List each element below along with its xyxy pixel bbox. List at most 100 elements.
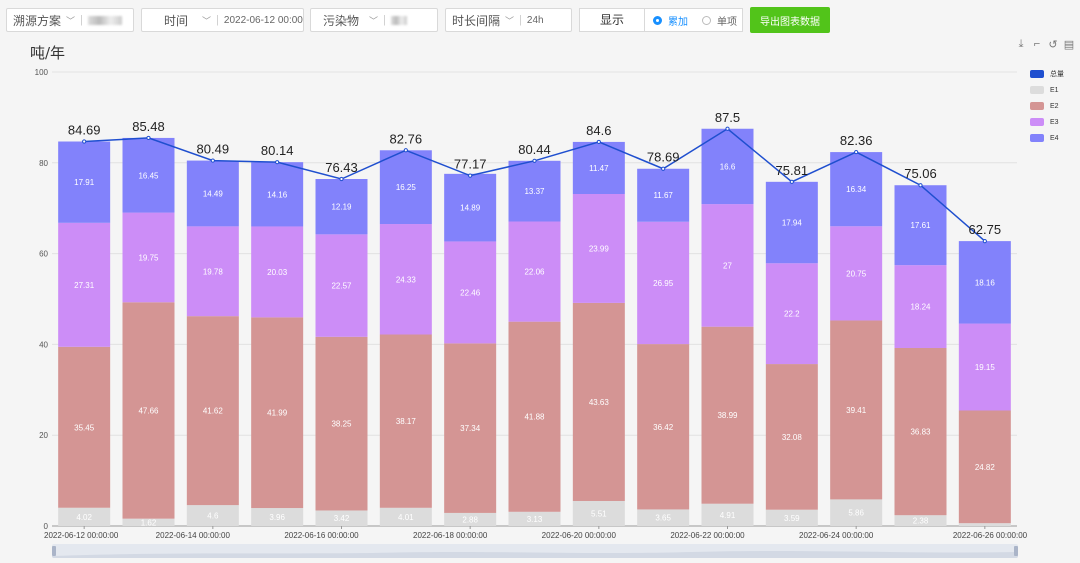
x-tick-label: 2022-06-12 00:00:00: [44, 531, 119, 540]
restore-icon[interactable]: ↺: [1048, 39, 1058, 51]
bar-e2: [637, 344, 690, 510]
total-label: 75.06: [904, 166, 937, 181]
legend-item-e1[interactable]: E1: [1030, 82, 1064, 98]
legend-item-e2[interactable]: E2: [1030, 98, 1064, 114]
bar-e4: [444, 173, 497, 242]
total-point: [661, 166, 666, 171]
total-point: [403, 148, 408, 153]
total-point: [210, 158, 215, 163]
toolbar: 溯源方案 ﹀ | 时间 ﹀ | 2022-06-12 00:00 污染物 ﹀ | …: [0, 0, 1080, 40]
bar-e4: [315, 179, 368, 235]
redacted-value: [390, 15, 407, 25]
bar-e2: [379, 334, 432, 508]
data-label-e2: 32.08: [782, 433, 803, 442]
total-point: [275, 160, 280, 165]
data-label-e3: 22.57: [331, 282, 352, 291]
data-label-e4: 16.34: [846, 185, 867, 194]
data-label-e4: 17.91: [74, 178, 95, 187]
source-plan-label: 溯源方案: [13, 13, 62, 28]
total-label: 80.44: [518, 142, 551, 157]
bar-e1: [894, 515, 947, 526]
bar-e3: [444, 241, 497, 344]
y-tick-label: 0: [44, 522, 49, 531]
export-chart-data-button[interactable]: 导出图表数据: [750, 7, 830, 33]
time-select[interactable]: 时间 ﹀ | 2022-06-12 00:00: [141, 8, 304, 32]
bar-e3: [701, 204, 754, 327]
data-label-e1: 3.13: [527, 515, 543, 524]
bar-e1: [637, 509, 690, 526]
data-label-e1: 3.42: [334, 514, 350, 523]
data-label-e2: 36.83: [910, 428, 931, 437]
zoom-handle-left[interactable]: [52, 546, 56, 556]
pollutant-select[interactable]: 污染物 ﹀ |: [310, 8, 438, 32]
bar-e3: [958, 323, 1011, 411]
bar-e1: [508, 511, 561, 526]
interval-select[interactable]: 时长间隔 ﹀ | 24h: [445, 8, 572, 32]
time-value: 2022-06-12 00:00: [223, 14, 303, 26]
y-tick-label: 40: [39, 340, 48, 349]
data-label-e4: 14.16: [267, 190, 288, 199]
download-icon[interactable]: ⤓: [1018, 38, 1024, 50]
single-radio[interactable]: 单项: [702, 13, 737, 28]
total-label: 85.48: [132, 119, 165, 134]
data-label-e4: 16.6: [720, 162, 736, 171]
data-label-e4: 14.89: [460, 204, 481, 213]
total-point: [532, 158, 537, 163]
data-label-e1: 4.6: [207, 512, 219, 521]
data-label-e3: 22.06: [524, 268, 545, 277]
crop-icon[interactable]: ⌐: [1033, 38, 1041, 50]
total-point: [596, 139, 601, 145]
total-point: [854, 149, 859, 155]
bar-e2: [765, 364, 818, 510]
total-point: [339, 176, 344, 182]
time-label: 时间: [164, 13, 189, 28]
x-tick-label: 2022-06-26 00:00:00: [953, 531, 1028, 540]
data-label-e1: 4.02: [76, 513, 92, 522]
x-tick-label: 2022-06-14 00:00:00: [156, 531, 231, 540]
total-label: 80.14: [261, 143, 294, 158]
data-label-e2: 36.42: [653, 423, 674, 432]
bar-e2: [508, 321, 561, 512]
x-tick-label: 2022-06-16 00:00:00: [284, 531, 359, 540]
data-label-e1: 5.51: [591, 509, 607, 518]
source-plan-select[interactable]: 溯源方案 ﹀ |: [6, 8, 134, 32]
data-label-e2: 41.99: [267, 409, 288, 418]
file-icon[interactable]: ▤: [1063, 39, 1075, 51]
bar-e4: [830, 152, 883, 227]
bar-e2: [701, 326, 754, 504]
total-label: 75.81: [776, 163, 809, 178]
data-label-e4: 13.37: [524, 187, 545, 196]
zoom-handle-right[interactable]: [1014, 546, 1018, 556]
total-point: [146, 135, 151, 141]
bar-e2: [444, 343, 497, 513]
single-radio-label: 单项: [717, 16, 737, 28]
data-zoom-slider[interactable]: [52, 544, 1018, 558]
bar-e1: [958, 523, 1011, 526]
total-label: 87.5: [715, 110, 740, 125]
data-label-e3: 24.33: [396, 275, 417, 284]
data-label-e2: 47.66: [138, 406, 159, 415]
bar-e3: [122, 212, 175, 303]
stack-radio[interactable]: 累加: [653, 13, 688, 28]
bar-e2: [315, 336, 368, 511]
bar-e2: [830, 320, 883, 500]
data-label-e2: 39.41: [846, 406, 867, 415]
bar-e2: [894, 347, 947, 516]
radio-unchecked-icon: [702, 15, 711, 25]
bar-e1: [315, 510, 368, 526]
display-mode-group: 显示 累加 单项: [579, 8, 743, 32]
data-label-e4: 11.47: [589, 164, 609, 173]
bar-e1: [186, 505, 239, 526]
x-tick-label: 2022-06-20 00:00:00: [542, 531, 617, 540]
bar-e1: [58, 507, 111, 526]
chevron-down-icon: ﹀: [505, 15, 515, 26]
legend-item-e4[interactable]: E4: [1030, 130, 1064, 146]
legend-item-total[interactable]: 总量: [1030, 66, 1064, 82]
data-label-e2: 43.63: [589, 398, 610, 407]
legend-item-e3[interactable]: E3: [1030, 114, 1064, 130]
data-label-e1: 1.62: [141, 518, 157, 527]
bar-e3: [830, 226, 883, 321]
data-label-e1: 3.65: [655, 514, 671, 523]
bar-e4: [765, 181, 818, 264]
